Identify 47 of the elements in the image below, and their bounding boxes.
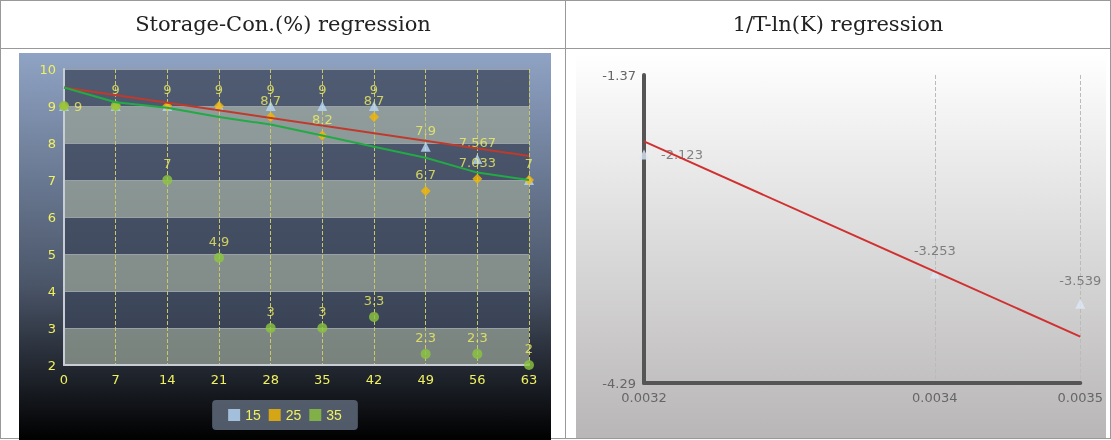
data-label: 9 xyxy=(318,82,327,97)
y-tick-label: 10 xyxy=(39,61,56,77)
data-label: 9 xyxy=(111,82,120,97)
data-label: 8.2 xyxy=(311,111,333,127)
x-tick-label: 35 xyxy=(314,372,331,387)
x-tick-label: 42 xyxy=(365,372,383,387)
x-tick-label: 0.0032 xyxy=(621,390,667,405)
data-label: 2.3 xyxy=(466,329,488,345)
y-tick-label: 9 xyxy=(47,98,56,114)
data-label: 7 xyxy=(524,156,534,171)
data-label: 7.033 xyxy=(458,154,496,170)
x-tick-label: 63 xyxy=(520,372,538,387)
data-label: 4.9 xyxy=(208,233,230,249)
data-label: -3.539 xyxy=(1059,272,1102,288)
data-label: 2.3 xyxy=(415,329,437,345)
data-label: 3 xyxy=(266,304,275,319)
y-tick-label: 2 xyxy=(47,357,56,373)
data-label: 7 xyxy=(163,156,172,171)
legend-label: 35 xyxy=(326,407,343,423)
data-label: 9 xyxy=(163,82,172,97)
x-tick-label: 56 xyxy=(469,372,486,387)
y-tick-label: 7 xyxy=(47,172,56,188)
legend-label: 15 xyxy=(245,407,261,423)
y-tick-label: 3 xyxy=(47,320,56,336)
x-tick-label: 28 xyxy=(262,372,279,387)
data-label: -3.253 xyxy=(913,242,956,258)
chart-title: Storage-Con.(%) regression xyxy=(1,1,565,49)
y-tick-label: -4.29 xyxy=(602,375,636,391)
data-label: 3.3 xyxy=(363,292,385,308)
x-tick-label: 49 xyxy=(417,372,434,387)
x-tick-label: 7 xyxy=(111,372,120,387)
x-tick-label: 21 xyxy=(210,372,228,387)
data-label: 3 xyxy=(318,304,327,319)
data-label: 7.9 xyxy=(415,122,437,138)
legend-label: 25 xyxy=(285,407,302,423)
x-tick-label: 0.0035 xyxy=(1057,390,1104,405)
y-tick-label: 4 xyxy=(47,283,56,299)
x-tick-label: 0.0034 xyxy=(912,390,958,405)
data-label: 9 xyxy=(214,82,224,97)
data-label: 6.7 xyxy=(415,167,437,183)
y-tick-label: 5 xyxy=(47,246,56,262)
y-tick-label: -1.37 xyxy=(602,67,636,83)
chart-title: 1/T-ln(K) regression xyxy=(566,1,1110,49)
y-tick-label: 6 xyxy=(47,209,56,225)
x-tick-label: 14 xyxy=(159,372,176,387)
x-tick-label: 0 xyxy=(59,372,69,387)
y-tick-label: 8 xyxy=(47,135,56,151)
